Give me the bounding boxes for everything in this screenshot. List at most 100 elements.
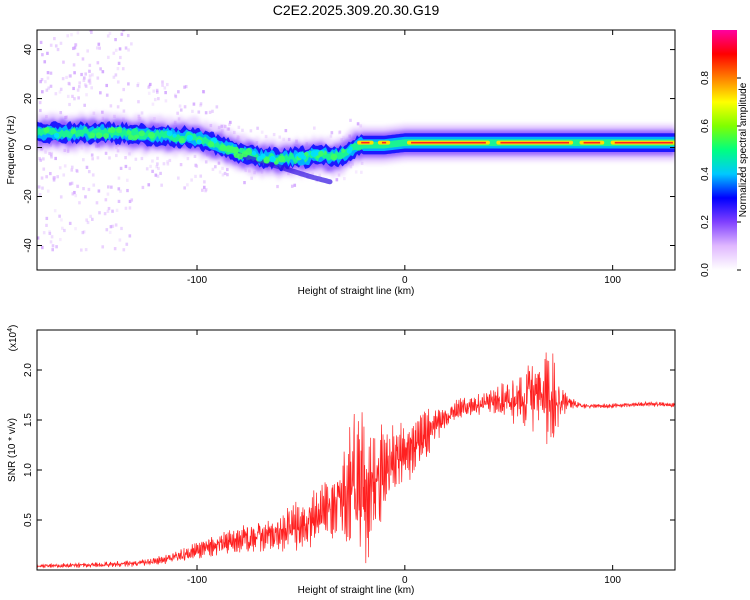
snr-y-multiplier: (x104) <box>7 325 19 352</box>
spectrogram-speckle <box>140 111 144 115</box>
spectrogram-speckle <box>130 42 133 46</box>
spectrogram-speckle <box>111 224 115 228</box>
spectrogram-speckle <box>45 88 49 92</box>
spectrogram-ridge-blob <box>107 127 113 133</box>
spectrogram-speckle <box>147 84 151 88</box>
spectrogram-speckle <box>276 184 279 189</box>
spectrogram-speckle <box>62 173 66 177</box>
spectrogram-speckle <box>82 230 86 234</box>
spectrogram-speckle <box>85 165 89 169</box>
spectrogram-speckle <box>119 189 122 193</box>
figure-title: C2E2.2025.309.20.30.G19 <box>273 2 440 18</box>
spectrogram-speckle <box>89 30 93 32</box>
spectrogram-speckle <box>48 151 51 156</box>
spectrogram-speckle <box>183 105 187 109</box>
spectrogram-speckle <box>50 235 54 239</box>
spectrogram-speckle <box>104 198 108 202</box>
spectrogram-speckle <box>81 57 85 61</box>
spectrogram-speckle <box>67 81 71 86</box>
spectrogram-speckle <box>318 173 322 177</box>
spectrogram-speckle <box>116 67 120 71</box>
spectrogram-speckle <box>356 122 360 126</box>
spectrogram-speckle <box>46 71 50 75</box>
spectrogram-ridge-blob <box>95 132 103 139</box>
spectrogram-speckle <box>51 248 54 252</box>
spectrogram-speckle <box>243 181 246 185</box>
spectrogram-speckle <box>156 162 159 166</box>
spectrogram-speckle <box>68 74 71 78</box>
spectrogram-speckle <box>264 134 268 139</box>
spectrogram-speckle <box>46 76 50 80</box>
spectrogram-speckle <box>223 124 227 129</box>
spectrogram-speckle <box>186 183 189 187</box>
spectrogram-speckle <box>114 73 118 77</box>
spectrogram-speckle <box>145 167 149 171</box>
spectrogram-speckle <box>59 237 62 242</box>
spectrogram-speckle <box>136 82 140 86</box>
spectrogram-speckle <box>54 16 57 19</box>
spectrogram-ridge-blob <box>251 150 257 156</box>
spectrogram-speckle <box>40 77 44 82</box>
spectrogram-speckle <box>278 135 282 139</box>
spectrogram-speckle <box>107 206 111 211</box>
snr-plot-area <box>37 330 675 570</box>
spectrogram-speckle <box>250 176 253 180</box>
spectrogram-speckle <box>117 61 121 65</box>
spectrogram-speckle <box>58 90 62 94</box>
spectrogram-speckle <box>56 175 59 179</box>
spectrogram-speckle <box>49 84 53 88</box>
spectrogram-speckle <box>72 46 75 51</box>
spectrogram-speckle <box>70 168 74 172</box>
spectrogram-speckle <box>97 189 101 193</box>
spectrogram-speckle <box>313 126 316 130</box>
spectrogram-speckle <box>160 183 163 187</box>
spectrogram-ridge-blob <box>348 146 353 151</box>
spectrogram-speckle <box>73 97 76 101</box>
spectrogram-speckle <box>151 169 154 173</box>
spectrogram-ridge-blob <box>178 137 185 144</box>
spectrogram-speckle <box>59 195 63 199</box>
spectrogram-speckle <box>72 86 75 91</box>
spectrogram-speckle <box>282 137 286 142</box>
spectrogram-speckle <box>197 110 201 114</box>
spectrogram-speckle <box>53 37 56 41</box>
spectrogram-speckle <box>78 81 81 85</box>
spectrogram-speckle <box>141 185 145 190</box>
spectrogram-ridge-blob <box>148 131 155 139</box>
spectrogram-ridge-blob <box>263 157 270 164</box>
spectrogram-speckle <box>108 31 112 36</box>
spectrogram-speckle <box>39 40 43 45</box>
spectrogram-speckle <box>73 71 76 75</box>
spectrogram-speckle <box>61 226 64 230</box>
spectrogram-speckle <box>109 104 113 108</box>
spectrogram-speckle <box>38 156 41 161</box>
spectrogram-speckle <box>60 218 63 222</box>
spectrogram-speckle <box>114 223 118 227</box>
spectrogram-ridge-blob <box>237 153 244 160</box>
spectrogram-speckle <box>293 183 297 187</box>
snr-y-label: SNR (10 * v/v) <box>7 418 18 482</box>
spectrogram-speckle <box>117 199 121 204</box>
spectrogram-speckle <box>115 208 119 212</box>
spectrogram-speckle <box>199 174 203 178</box>
spectrogram-speckle <box>151 159 154 163</box>
spectrogram-speckle <box>101 245 105 249</box>
spectrogram-speckle <box>211 109 214 113</box>
spectrogram-speckle <box>203 180 206 184</box>
colorbar-label: Normalized spectral amplitude <box>738 82 749 217</box>
spectrogram-speckle <box>37 236 40 240</box>
spectrogram-speckle <box>124 156 127 160</box>
spectrogram-speckle <box>106 192 110 196</box>
snr-frame <box>36 329 676 571</box>
spectrogram-ridge-blob <box>116 126 123 134</box>
spectrogram-speckle <box>195 164 199 168</box>
spectrogram-speckle <box>49 240 53 244</box>
snr-y-tick-label: 2.0 <box>23 363 34 377</box>
spectrogram-speckle <box>166 162 170 166</box>
spectrogram-y-tick-label: -20 <box>23 189 34 204</box>
spectrogram-speckle <box>41 186 44 190</box>
spectrogram-speckle <box>157 97 160 101</box>
spectrogram-speckle <box>204 111 208 115</box>
spectrogram-speckle <box>74 43 78 47</box>
spectrogram-speckle <box>148 82 152 87</box>
